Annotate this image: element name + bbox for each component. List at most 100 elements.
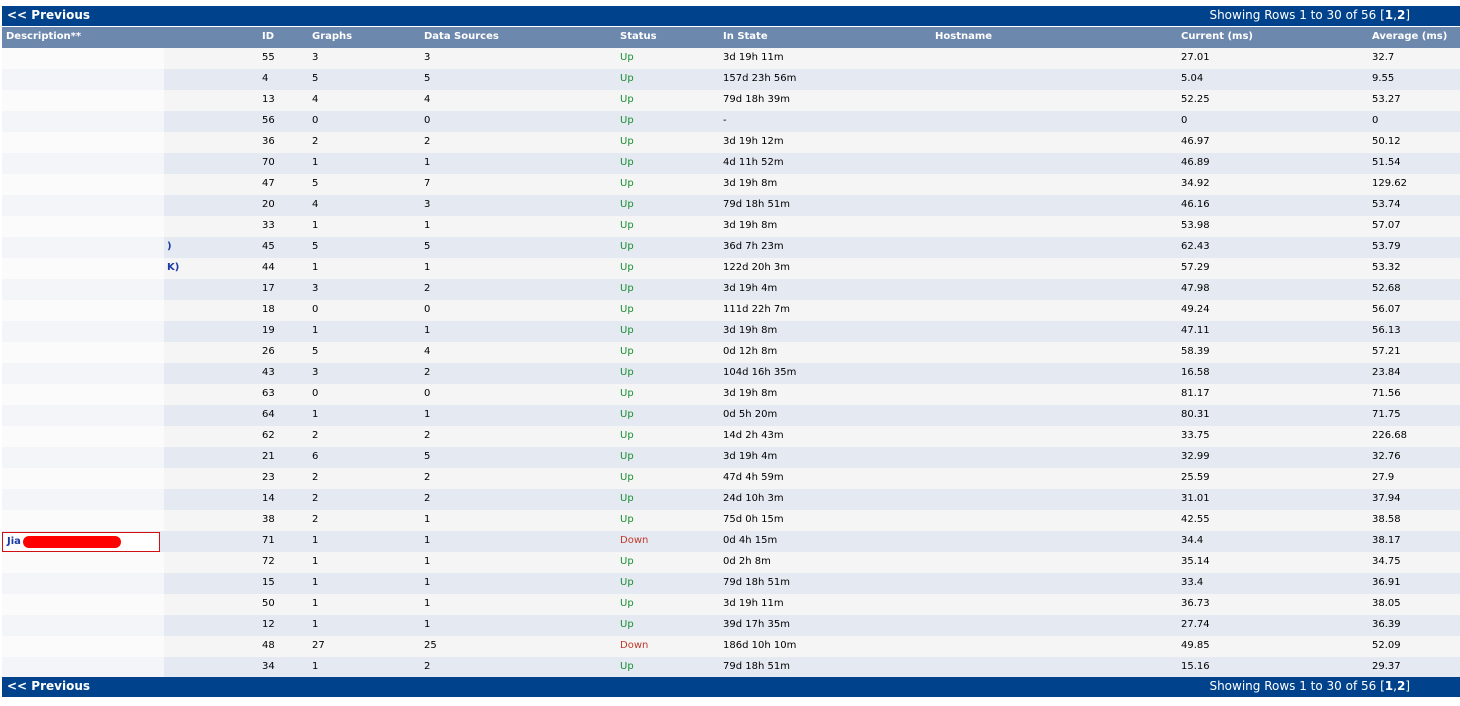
cell-in-state: 104d 16h 35m [723, 367, 797, 378]
cell-graphs: 4 [312, 199, 319, 210]
table-row[interactable]: 33 1 1 Up 3d 19h 8m 53.98 57.07 [2, 216, 1460, 237]
cell-id: 36 [262, 136, 275, 147]
cell-graphs: 1 [312, 556, 319, 567]
cell-average: 53.32 [1372, 262, 1401, 273]
table-row[interactable]: 70 1 1 Up 4d 11h 52m 46.89 51.54 [2, 153, 1460, 174]
cell-status: Up [620, 514, 634, 525]
cell-id: 43 [262, 367, 275, 378]
cell-status: Down [620, 535, 649, 546]
cell-current: 35.14 [1181, 556, 1210, 567]
description-link[interactable]: K) [167, 262, 180, 273]
table-row[interactable]: 17 3 2 Up 3d 19h 4m 47.98 52.68 [2, 279, 1460, 300]
cell-graphs: 1 [312, 535, 319, 546]
table-row[interactable]: 64 1 1 Up 0d 5h 20m 80.31 71.75 [2, 405, 1460, 426]
cell-graphs: 5 [312, 346, 319, 357]
cell-in-state: 3d 19h 4m [723, 451, 778, 462]
table-row[interactable]: 12 1 1 Up 39d 17h 35m 27.74 36.39 [2, 615, 1460, 636]
table-row[interactable]: 72 1 1 Up 0d 2h 8m 35.14 34.75 [2, 552, 1460, 573]
column-header-hostname[interactable]: Hostname [935, 31, 993, 42]
cell-graphs: 1 [312, 619, 319, 630]
cell-in-state: 3d 19h 4m [723, 283, 778, 294]
table-row[interactable]: 4 5 5 Up 157d 23h 56m 5.04 9.55 [2, 69, 1460, 90]
cell-in-state: 79d 18h 51m [723, 199, 790, 210]
description-mask [2, 195, 164, 216]
table-row[interactable]: 50 1 1 Up 3d 19h 11m 36.73 38.05 [2, 594, 1460, 615]
cell-id: 17 [262, 283, 275, 294]
previous-page-link[interactable]: << Previous [7, 8, 91, 22]
table-row[interactable]: 20 4 3 Up 79d 18h 51m 46.16 53.74 [2, 195, 1460, 216]
table-row[interactable]: 47 5 7 Up 3d 19h 8m 34.92 129.62 [2, 174, 1460, 195]
table-row[interactable]: 34 1 2 Up 79d 18h 51m 15.16 29.37 [2, 657, 1460, 678]
cell-average: 36.39 [1372, 619, 1401, 630]
table-row[interactable]: 62 2 2 Up 14d 2h 43m 33.75 226.68 [2, 426, 1460, 447]
cell-status: Up [620, 661, 634, 672]
cell-current: 47.98 [1181, 283, 1210, 294]
table-row[interactable]: 21 6 5 Up 3d 19h 4m 32.99 32.76 [2, 447, 1460, 468]
column-header-graphs[interactable]: Graphs [312, 31, 353, 42]
cell-id: 70 [262, 157, 275, 168]
table-row[interactable]: 13 4 4 Up 79d 18h 39m 52.25 53.27 [2, 90, 1460, 111]
column-header-current[interactable]: Current (ms) [1181, 31, 1253, 42]
cell-current: 27.01 [1181, 52, 1210, 63]
cell-graphs: 1 [312, 220, 319, 231]
table-row[interactable]: 14 2 2 Up 24d 10h 3m 31.01 37.94 [2, 489, 1460, 510]
cell-data-sources: 5 [424, 451, 431, 462]
cell-in-state: 3d 19h 8m [723, 220, 778, 231]
cell-in-state: 79d 18h 39m [723, 94, 790, 105]
cell-average: 50.12 [1372, 136, 1401, 147]
table-row[interactable]: 63 0 0 Up 3d 19h 8m 81.17 71.56 [2, 384, 1460, 405]
table-row[interactable]: 18 0 0 Up 111d 22h 7m 49.24 56.07 [2, 300, 1460, 321]
cell-average: 57.21 [1372, 346, 1401, 357]
table-row[interactable]: K) 44 1 1 Up 122d 20h 3m 57.29 53.32 [2, 258, 1460, 279]
description-mask [2, 174, 164, 195]
cell-id: 14 [262, 493, 275, 504]
table-header: Description** ID Graphs Data Sources Sta… [2, 27, 1460, 48]
cell-graphs: 1 [312, 262, 319, 273]
cell-in-state: 79d 18h 51m [723, 577, 790, 588]
description-mask [2, 384, 164, 405]
cell-status: Up [620, 451, 634, 462]
table-row[interactable]: 15 1 1 Up 79d 18h 51m 33.4 36.91 [2, 573, 1460, 594]
description-mask [2, 132, 164, 153]
cell-id: 18 [262, 304, 275, 315]
cell-current: 81.17 [1181, 388, 1210, 399]
cell-status: Up [620, 346, 634, 357]
column-header-average[interactable]: Average (ms) [1372, 31, 1448, 42]
column-header-status[interactable]: Status [620, 31, 657, 42]
cell-data-sources: 2 [424, 136, 431, 147]
cell-status: Up [620, 94, 634, 105]
previous-page-link-bottom[interactable]: << Previous [7, 679, 91, 693]
page-1-link[interactable]: 1 [1384, 8, 1394, 22]
page-2-link[interactable]: 2 [1396, 8, 1406, 22]
table-row[interactable]: 43 3 2 Up 104d 16h 35m 16.58 23.84 [2, 363, 1460, 384]
description-mask [2, 447, 164, 468]
cell-current: 32.99 [1181, 451, 1210, 462]
cell-graphs: 3 [312, 52, 319, 63]
table-row[interactable]: 56 0 0 Up - 0 0 [2, 111, 1460, 132]
table-row[interactable]: ) 45 5 5 Up 36d 7h 23m 62.43 53.79 [2, 237, 1460, 258]
table-row[interactable]: 55 3 3 Up 3d 19h 11m 27.01 32.7 [2, 48, 1460, 69]
column-header-id[interactable]: ID [262, 31, 275, 42]
column-header-data-sources[interactable]: Data Sources [424, 31, 499, 42]
cell-in-state: 3d 19h 12m [723, 136, 784, 147]
cell-in-state: 4d 11h 52m [723, 157, 784, 168]
cell-id: 62 [262, 430, 275, 441]
cell-data-sources: 1 [424, 535, 431, 546]
page-2-link-bottom[interactable]: 2 [1396, 679, 1406, 693]
table-row[interactable]: 48 27 25 Down 186d 10h 10m 49.85 52.09 [2, 636, 1460, 657]
page-separator: , [1393, 8, 1397, 22]
table-row[interactable]: 19 1 1 Up 3d 19h 8m 47.11 56.13 [2, 321, 1460, 342]
cell-average: 0 [1372, 115, 1379, 126]
table-row[interactable]: 26 5 4 Up 0d 12h 8m 58.39 57.21 [2, 342, 1460, 363]
page-1-link-bottom[interactable]: 1 [1384, 679, 1394, 693]
column-header-in-state[interactable]: In State [723, 31, 768, 42]
table-row[interactable]: 23 2 2 Up 47d 4h 59m 25.59 27.9 [2, 468, 1460, 489]
cell-current: 80.31 [1181, 409, 1210, 420]
column-header-description[interactable]: Description** [6, 31, 82, 42]
cell-data-sources: 2 [424, 661, 431, 672]
table-row[interactable]: 36 2 2 Up 3d 19h 12m 46.97 50.12 [2, 132, 1460, 153]
table-row[interactable]: 38 2 1 Up 75d 0h 15m 42.55 38.58 [2, 510, 1460, 531]
description-link[interactable]: ) [167, 241, 172, 252]
table-row[interactable]: Jia 001 71 1 1 Down 0d 4h 15m 34.4 38.17 [2, 531, 1460, 552]
cell-graphs: 1 [312, 409, 319, 420]
